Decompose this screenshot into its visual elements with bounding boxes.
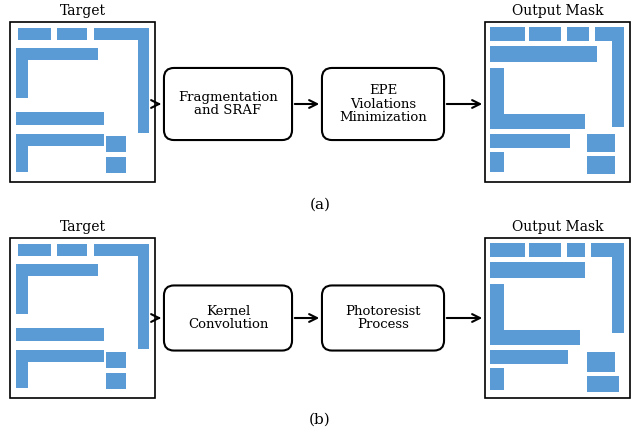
- Text: EPE: EPE: [369, 84, 397, 97]
- Bar: [490, 243, 525, 257]
- Text: Convolution: Convolution: [188, 318, 268, 331]
- Bar: [138, 28, 149, 133]
- Bar: [490, 46, 597, 62]
- Text: Photoresist: Photoresist: [345, 305, 420, 318]
- Bar: [490, 330, 580, 345]
- Text: and SRAF: and SRAF: [195, 104, 262, 117]
- Bar: [57, 28, 87, 40]
- Text: Violations: Violations: [350, 98, 416, 110]
- Bar: [612, 243, 624, 333]
- FancyBboxPatch shape: [164, 68, 292, 140]
- Bar: [106, 136, 126, 152]
- Text: Process: Process: [357, 318, 409, 331]
- Text: Output Mask: Output Mask: [512, 4, 604, 18]
- Text: (a): (a): [310, 198, 330, 212]
- Bar: [16, 48, 98, 60]
- Bar: [16, 264, 28, 314]
- Bar: [567, 27, 589, 41]
- Bar: [485, 22, 630, 182]
- Bar: [16, 328, 104, 341]
- Text: Output Mask: Output Mask: [512, 220, 604, 234]
- Text: Target: Target: [60, 4, 106, 18]
- Bar: [106, 373, 126, 389]
- Bar: [529, 27, 561, 41]
- Bar: [10, 238, 155, 398]
- Bar: [587, 156, 615, 174]
- Bar: [529, 243, 561, 257]
- Bar: [490, 284, 504, 332]
- Bar: [490, 27, 525, 41]
- Bar: [138, 244, 149, 349]
- Bar: [16, 350, 28, 388]
- Bar: [94, 28, 144, 40]
- Bar: [106, 352, 126, 368]
- Bar: [18, 244, 51, 256]
- Bar: [490, 350, 568, 364]
- Bar: [591, 243, 619, 257]
- Bar: [16, 134, 28, 172]
- FancyBboxPatch shape: [164, 286, 292, 351]
- Bar: [485, 238, 630, 398]
- Bar: [18, 28, 51, 40]
- Bar: [595, 27, 623, 41]
- Text: Kernel: Kernel: [206, 305, 250, 318]
- Bar: [16, 48, 28, 98]
- Bar: [587, 134, 615, 152]
- Bar: [587, 352, 615, 372]
- Text: (b): (b): [309, 413, 331, 427]
- Bar: [587, 376, 619, 392]
- Text: Target: Target: [60, 220, 106, 234]
- Text: Minimization: Minimization: [339, 111, 427, 124]
- Bar: [57, 244, 87, 256]
- Bar: [490, 114, 585, 129]
- FancyBboxPatch shape: [322, 286, 444, 351]
- Bar: [16, 112, 104, 125]
- Bar: [106, 157, 126, 173]
- Bar: [567, 243, 585, 257]
- Bar: [10, 22, 155, 182]
- Bar: [612, 27, 624, 127]
- Bar: [16, 134, 104, 146]
- Bar: [490, 368, 504, 390]
- Bar: [490, 262, 585, 278]
- Bar: [16, 350, 104, 362]
- Text: Fragmentation: Fragmentation: [178, 91, 278, 104]
- Bar: [16, 264, 98, 276]
- FancyBboxPatch shape: [322, 68, 444, 140]
- Bar: [94, 244, 144, 256]
- Bar: [490, 152, 504, 172]
- Bar: [490, 68, 504, 123]
- Bar: [490, 134, 570, 148]
